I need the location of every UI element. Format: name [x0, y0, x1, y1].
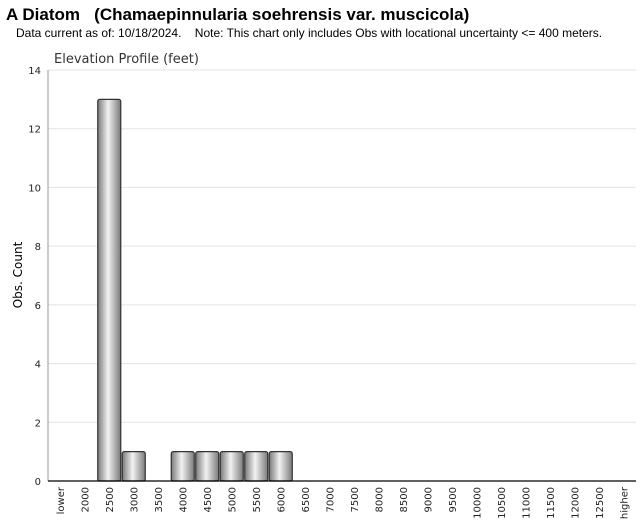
y-tick-label: 0	[35, 477, 41, 488]
x-tick-label: 8500	[399, 487, 410, 512]
page-title: A Diatom (Chamaepinnularia soehrensis va…	[6, 5, 470, 24]
x-tick-label: 10500	[497, 487, 508, 519]
data-note: Data current as of: 10/18/2024. Note: Th…	[16, 26, 603, 40]
x-tick-label: 6500	[301, 487, 312, 512]
y-tick-label: 2	[35, 418, 41, 429]
y-tick-label: 12	[28, 125, 41, 136]
bar-6000	[268, 451, 293, 482]
axes: 0 2 4 6 8 10 12 14 lower 2000 2500 3000 3500 4000 4500…	[28, 66, 636, 519]
y-axis-label: Obs. Count	[11, 241, 25, 308]
y-tick-label: 14	[28, 66, 41, 77]
bars	[97, 98, 293, 482]
y-tick-label: 4	[35, 360, 41, 371]
bar-3000	[121, 451, 146, 482]
x-tick-label: 2500	[105, 487, 116, 512]
y-tick-label: 6	[35, 301, 41, 312]
bar-5500	[244, 451, 269, 482]
y-tick-label: 10	[28, 183, 41, 194]
x-tick-label: 4000	[178, 487, 189, 512]
x-tick-label: higher	[619, 486, 630, 519]
x-tick-label: 9000	[423, 487, 434, 512]
bar-2500	[97, 98, 122, 482]
grid-lines	[48, 69, 636, 423]
x-tick-label: 10000	[472, 487, 483, 519]
x-tick-label: 6000	[276, 487, 287, 512]
y-tick-label: 8	[35, 242, 41, 253]
x-tick-label: 12500	[595, 487, 606, 519]
x-tick-label: 11000	[521, 487, 532, 519]
bar-4000	[170, 451, 195, 482]
x-tick-label: 4500	[203, 487, 214, 512]
x-tick-label: 11500	[546, 487, 557, 519]
x-tick-label: lower	[56, 486, 67, 514]
x-tick-label: 5000	[227, 487, 238, 512]
x-tick-label: 3500	[154, 487, 165, 512]
bar-5000	[219, 451, 244, 482]
chart-title: Elevation Profile (feet)	[54, 52, 199, 67]
x-tick-label: 7000	[325, 487, 336, 512]
bar-4500	[195, 451, 220, 482]
x-tick-label: 8000	[374, 487, 385, 512]
x-tick-label: 12000	[570, 487, 581, 519]
x-tick-label: 7500	[350, 487, 361, 512]
x-tick-label: 3000	[129, 487, 140, 512]
x-tick-label: 5500	[252, 487, 263, 512]
x-tick-label: 2000	[80, 487, 91, 512]
x-tick-label: 9500	[448, 487, 459, 512]
